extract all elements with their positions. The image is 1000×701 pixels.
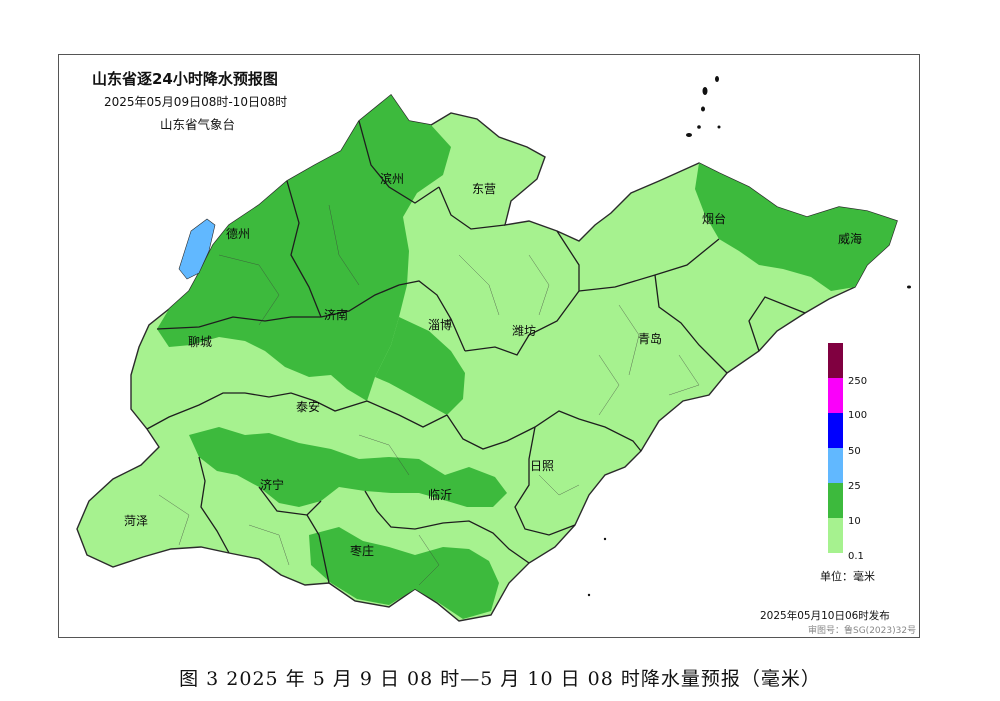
city-label-binzhou: 滨州 — [380, 172, 405, 186]
legend-swatch-0.1 — [828, 518, 843, 553]
legend-swatch-10 — [828, 483, 843, 518]
islands — [587, 76, 911, 597]
city-label-weihai: 威海 — [838, 232, 863, 246]
shandong-precipitation-map — [76, 76, 911, 622]
city-label-qingdao: 青岛 — [638, 332, 663, 346]
legend-swatch-50 — [828, 413, 843, 448]
city-label-linyi: 临沂 — [428, 488, 453, 502]
city-label-rizhao: 日照 — [530, 459, 555, 473]
rain-zone-25-50 — [178, 218, 216, 280]
figure-caption: 图 3 2025 年 5 月 9 日 08 时—5 月 10 日 08 时降水量… — [179, 668, 821, 690]
city-label-zibo: 淄博 — [428, 318, 453, 332]
unit-label: 单位：毫米 — [820, 570, 875, 583]
legend-label-50: 50 — [848, 446, 861, 457]
legend-swatch-25 — [828, 448, 843, 483]
map-title: 山东省逐24小时降水预报图 — [92, 70, 278, 88]
city-label-liaocheng: 聊城 — [188, 335, 213, 349]
city-label-jining: 济宁 — [260, 478, 285, 492]
county-boundaries — [158, 204, 700, 586]
prefecture-boundaries — [146, 120, 806, 584]
legend-label-100: 100 — [848, 410, 868, 421]
map-frame — [58, 54, 920, 638]
heavy-rain-zone-north — [157, 95, 451, 401]
city-label-yantai: 烟台 — [702, 212, 727, 226]
city-label-heze: 菏泽 — [124, 514, 149, 528]
city-label-dongying: 东营 — [472, 182, 497, 196]
city-label-zaozhuang: 枣庄 — [350, 544, 375, 558]
shandong-landmass — [76, 93, 898, 622]
map-approval-number: 审图号：鲁SG(2023)32号 — [808, 626, 917, 636]
issuing-agency: 山东省气象台 — [160, 117, 236, 132]
precipitation-legend — [828, 343, 843, 553]
legend-label-10: 10 — [848, 516, 861, 527]
heavy-rain-zone-south — [189, 427, 507, 507]
legend-swatch-100 — [828, 378, 843, 413]
city-label-jinan: 济南 — [324, 308, 349, 322]
legend-label-25: 25 — [848, 481, 861, 492]
forecast-period: 2025年05月09日08时-10日08时 — [104, 95, 288, 109]
city-label-taian: 泰安 — [296, 400, 321, 414]
heavy-rain-zone-jinan — [375, 317, 465, 415]
heavy-rain-zone-yantai — [695, 163, 897, 291]
city-label-dezhou: 德州 — [226, 227, 251, 241]
heavy-rain-zone-zaozhuang — [309, 527, 499, 619]
legend-label-0.1: 0.1 — [848, 551, 864, 562]
publish-time: 2025年05月10日06时发布 — [760, 610, 890, 622]
city-label-weifang: 潍坊 — [512, 324, 537, 338]
legend-swatch-250 — [828, 343, 843, 378]
legend-label-250: 250 — [848, 376, 868, 387]
